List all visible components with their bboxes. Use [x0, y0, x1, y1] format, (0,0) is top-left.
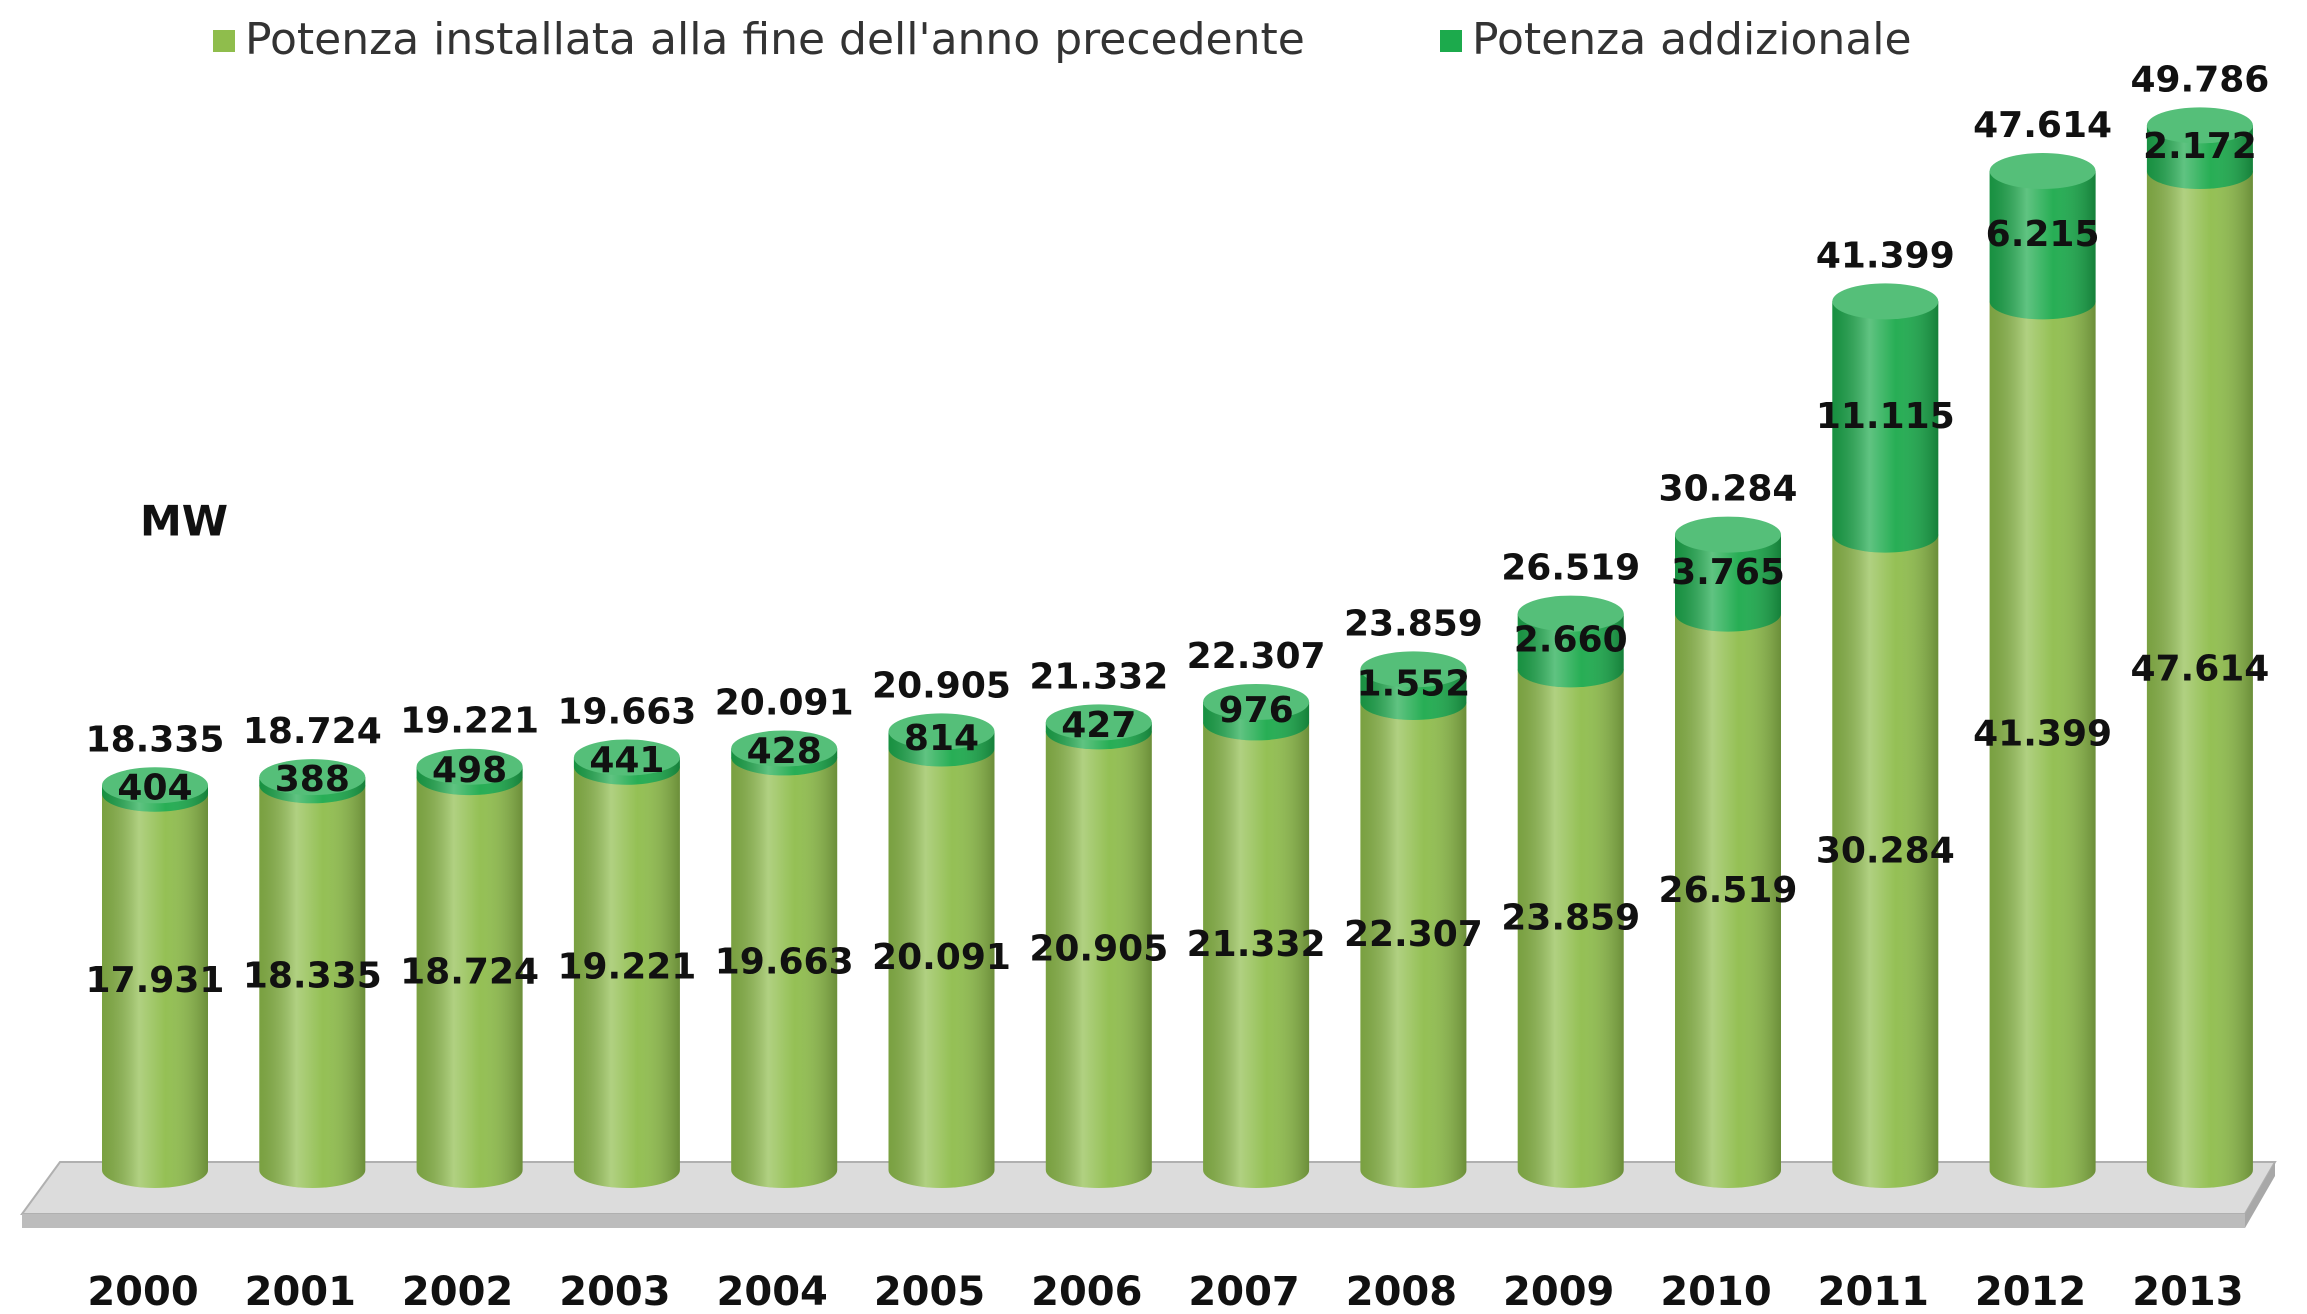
x-tick-label: 2000: [87, 1269, 198, 1314]
legend-swatch: [213, 30, 235, 52]
legend: Potenza installata alla fine dell'anno p…: [213, 14, 1912, 65]
total-label: 49.786: [2130, 59, 2269, 100]
data-label: 404: [117, 768, 192, 809]
cylinder-top: [731, 730, 838, 767]
x-tick-label: 2007: [1188, 1269, 1299, 1314]
cylinder-shading: [1360, 701, 1467, 1188]
total-label: 19.663: [557, 691, 696, 732]
cylinder-shading: [1675, 613, 1781, 1188]
data-label: 19.663: [715, 942, 854, 983]
data-label: 26.519: [1659, 870, 1798, 911]
data-label: 388: [275, 759, 350, 800]
data-label: 19.221: [557, 946, 696, 987]
total-label: 47.614: [1973, 105, 2112, 146]
cylinder-shading: [2146, 125, 2253, 189]
total-label: 22.307: [1187, 636, 1326, 677]
data-label: 498: [432, 750, 507, 791]
cylinder-shading: [259, 785, 366, 1188]
cylinder-shading: [1989, 301, 2096, 1188]
legend-swatch: [1440, 30, 1462, 52]
data-label: 47.614: [2130, 648, 2269, 689]
cylinder-top: [573, 739, 680, 776]
x-tick-label: 2001: [245, 1269, 356, 1314]
cylinder-shading: [1203, 722, 1310, 1188]
total-label: 21.332: [1029, 656, 1168, 697]
cylinder-shading: [2146, 170, 2253, 1189]
total-label: 20.905: [872, 665, 1011, 706]
data-label: 17.931: [86, 960, 225, 1001]
data-label: 18.335: [243, 956, 382, 997]
cylinder-top: [1360, 651, 1467, 688]
data-label: 18.724: [400, 952, 539, 993]
data-label: 30.284: [1816, 830, 1955, 871]
cylinder-top: [1045, 704, 1152, 741]
cylinder-shading: [888, 748, 995, 1188]
total-label: 20.091: [715, 682, 854, 723]
cylinder-top: [2146, 107, 2253, 144]
cylinder-shading: [1832, 534, 1939, 1188]
cylinder-shading: [1675, 534, 1781, 632]
data-label: 427: [1061, 705, 1136, 746]
x-tick-label: 2008: [1346, 1269, 1457, 1314]
cylinder-shading: [102, 793, 208, 1188]
x-tick-label: 2003: [559, 1269, 670, 1314]
data-label: 23.859: [1501, 898, 1640, 939]
data-label: 1.552: [1356, 664, 1470, 705]
total-label: 30.284: [1659, 469, 1798, 510]
cylinder-top: [1517, 595, 1624, 632]
data-label: 3.765: [1671, 552, 1785, 593]
x-tick-label: 2002: [402, 1269, 513, 1314]
data-label: 2.172: [2143, 126, 2257, 167]
data-label: 441: [589, 740, 664, 781]
cylinder-top: [1832, 283, 1939, 320]
data-label: 20.905: [1029, 929, 1168, 970]
floor-side: [2245, 1162, 2275, 1228]
cylinder-shading: [1517, 613, 1624, 688]
cylinder-shading: [416, 777, 523, 1188]
cylinder-top: [1675, 516, 1781, 553]
cylinder-top: [888, 713, 995, 750]
cylinder-top: [259, 759, 366, 796]
data-label: 22.307: [1344, 914, 1483, 955]
total-label: 18.724: [243, 711, 382, 752]
total-label: 23.859: [1344, 603, 1483, 644]
data-label: 976: [1219, 690, 1294, 731]
cylinder-shading: [1832, 301, 1939, 553]
legend-label: Potenza installata alla fine dell'anno p…: [245, 14, 1305, 65]
cylinder-shading: [573, 766, 680, 1188]
x-tick-label: 2006: [1031, 1269, 1142, 1314]
legend-label: Potenza addizionale: [1472, 14, 1912, 65]
data-label: 6.215: [1986, 214, 2100, 255]
data-label: 428: [747, 731, 822, 772]
y-axis-label: MW: [140, 497, 228, 546]
cylinder-top: [1989, 152, 2096, 189]
data-label: 11.115: [1816, 396, 1955, 437]
x-tick-label: 2005: [874, 1269, 985, 1314]
x-tick-label: 2010: [1660, 1269, 1771, 1314]
cylinder-top: [416, 748, 523, 785]
floor-front: [22, 1214, 2245, 1228]
data-label: 41.399: [1973, 714, 2112, 755]
cylinder-shading: [731, 757, 838, 1188]
cylinder-shading: [1989, 170, 2096, 320]
total-label: 41.399: [1816, 235, 1955, 276]
cylinder-shading: [1517, 669, 1624, 1188]
total-label: 26.519: [1501, 548, 1640, 589]
x-tick-label: 2004: [717, 1269, 828, 1314]
cylinder-top: [102, 767, 208, 804]
x-tick-label: 2011: [1818, 1269, 1929, 1314]
data-label: 814: [904, 718, 979, 759]
x-tick-label: 2009: [1503, 1269, 1614, 1314]
data-label: 20.091: [872, 937, 1011, 978]
x-tick-label: 2012: [1975, 1269, 2086, 1314]
total-label: 18.335: [86, 719, 225, 760]
total-label: 19.221: [400, 701, 539, 742]
x-tick-label: 2013: [2132, 1269, 2243, 1314]
data-label: 2.660: [1514, 619, 1628, 660]
cylinder-shading: [1045, 731, 1152, 1188]
cylinder-top: [1203, 683, 1310, 720]
data-label: 21.332: [1187, 924, 1326, 965]
